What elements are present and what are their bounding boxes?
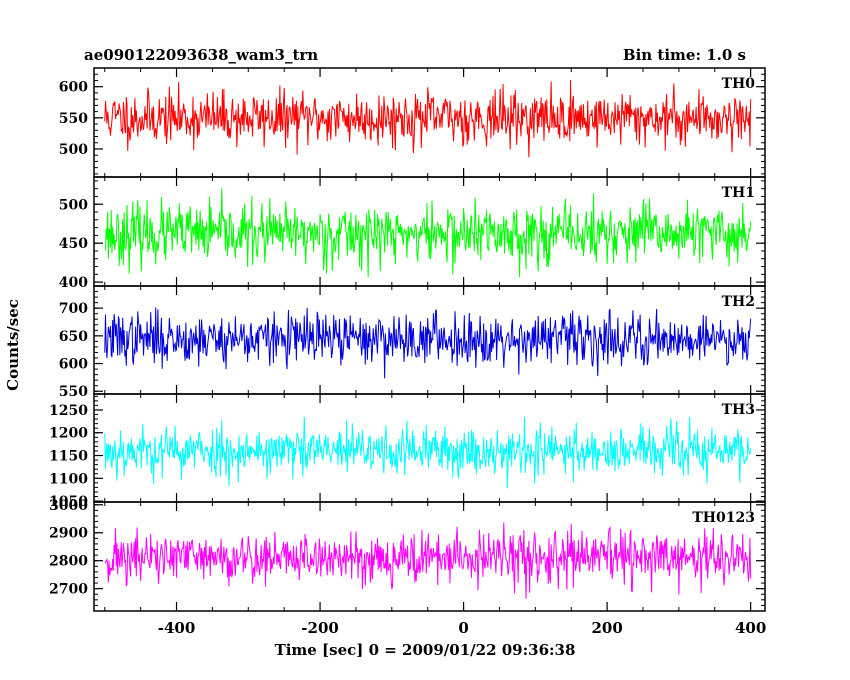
y-tick-label: 550 [59,384,88,400]
panel-label-th2: TH2 [722,294,755,310]
x-tick-label: -400 [158,619,196,637]
y-tick-label: 500 [59,142,88,158]
y-tick-label: 1200 [49,426,88,442]
y-tick-label: 600 [59,80,88,96]
y-tick-label: 2700 [49,582,88,598]
y-tick-label: 700 [59,301,88,317]
panel-label-th0: TH0 [722,76,756,92]
panel-th0: 500 550 600 TH0 [59,67,766,178]
y-tick-label: 400 [59,275,88,291]
panel-th0123: 2700 2800 2900 3000 TH0123 [49,498,766,612]
chart-title: ae090122093638_wam3_trn [84,46,318,64]
series-line-th1 [104,188,752,278]
y-tick-label: 650 [59,329,88,345]
x-tick-label: 400 [735,619,766,637]
panel-label-th1: TH1 [722,185,755,201]
panel-frame [93,501,766,612]
series-line-th0123 [104,522,752,599]
y-tick-label: 450 [59,236,88,252]
y-tick-label: 1150 [49,449,88,465]
x-tick-label: 0 [458,619,468,637]
y-tick-label: 2900 [49,526,88,542]
series-line-th3 [104,416,752,489]
series-line-th0 [104,79,752,158]
panel-th2: 550 600 650 700 TH2 [59,285,766,400]
x-tick-label: 200 [591,619,622,637]
y-tick-label: 600 [59,357,88,373]
y-tick-label: 1050 [49,494,88,510]
y-tick-label: 550 [59,111,88,127]
series-line-th2 [104,307,752,379]
panel-label-th0123: TH0123 [692,510,755,526]
x-axis-label: Time [sec] 0 = 2009/01/22 09:36:38 [275,641,576,659]
y-tick-label: 3000 [49,498,88,514]
panel-th1: 400 450 500 TH1 [59,176,766,291]
y-axis-label: Counts/sec [4,299,22,391]
x-tick-label: -200 [301,619,339,637]
bin-time-label: Bin time: 1.0 s [623,46,746,64]
y-tick-label: 1100 [49,471,88,487]
panels-layer: 500 550 600 TH0 400 450 500 TH1 550 600 650 700 TH2 1… [49,67,766,637]
panel-th3: 1050 1100 1150 1200 1250 TH3 [49,393,766,510]
panel-label-th3: TH3 [722,402,755,418]
y-tick-label: 500 [59,197,88,213]
y-tick-label: 2800 [49,554,88,570]
y-tick-label: 1250 [49,403,88,419]
